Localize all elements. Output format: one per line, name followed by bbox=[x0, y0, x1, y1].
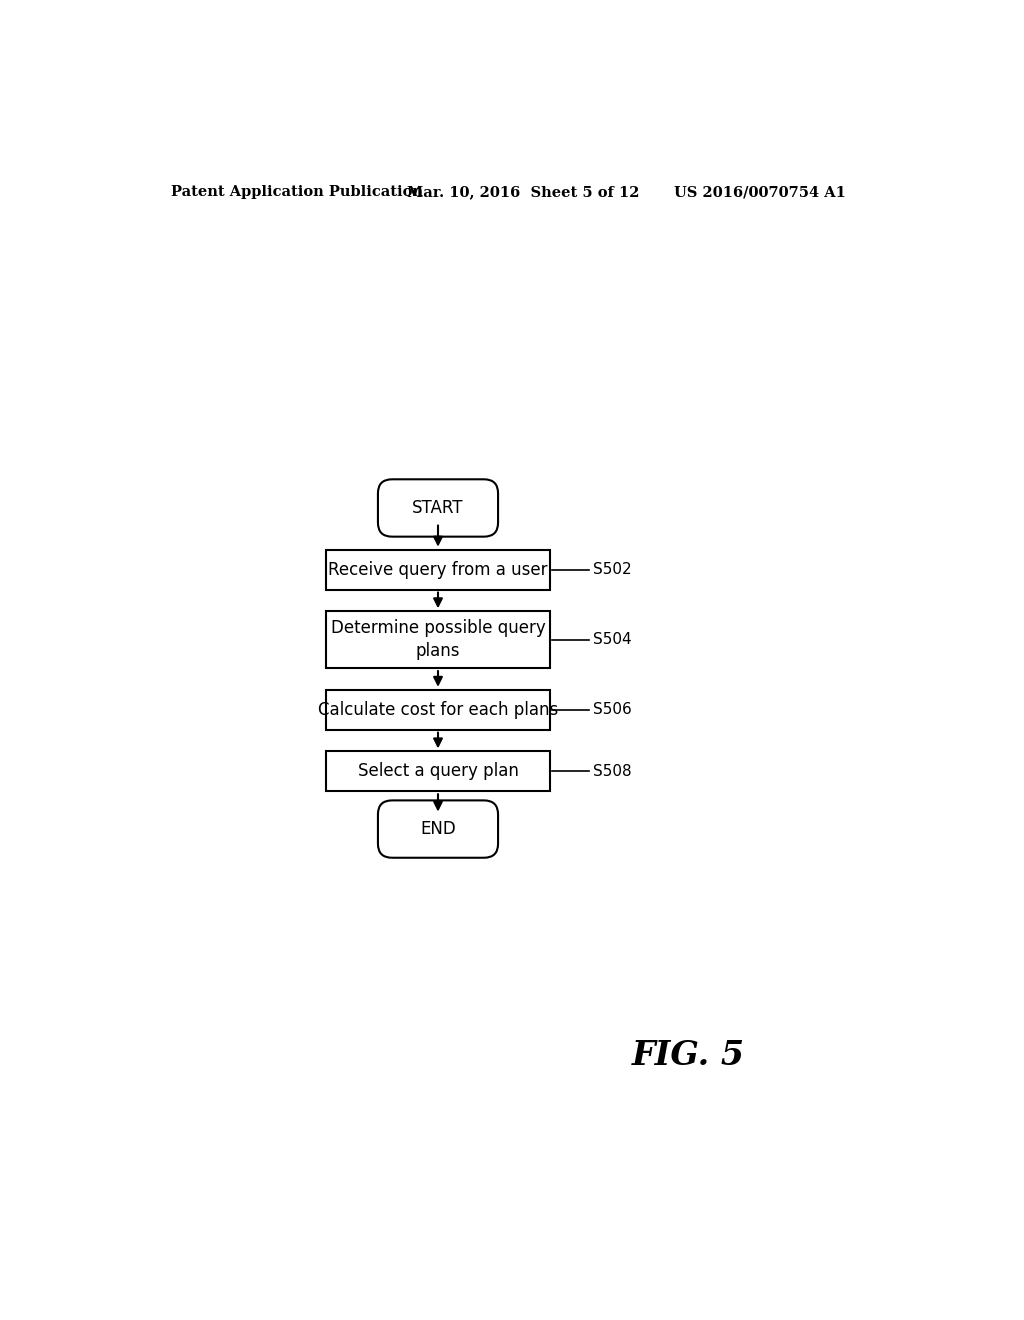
Text: S506: S506 bbox=[593, 702, 632, 717]
Text: Mar. 10, 2016  Sheet 5 of 12: Mar. 10, 2016 Sheet 5 of 12 bbox=[407, 185, 640, 199]
Text: Receive query from a user: Receive query from a user bbox=[329, 561, 548, 578]
Bar bbox=[326, 690, 550, 730]
Text: US 2016/0070754 A1: US 2016/0070754 A1 bbox=[675, 185, 846, 199]
Bar bbox=[326, 549, 550, 590]
Text: Patent Application Publication: Patent Application Publication bbox=[171, 185, 423, 199]
Text: S504: S504 bbox=[593, 632, 632, 647]
Text: START: START bbox=[413, 499, 464, 517]
Text: END: END bbox=[420, 820, 456, 838]
Text: Determine possible query
plans: Determine possible query plans bbox=[331, 619, 546, 660]
FancyBboxPatch shape bbox=[378, 479, 498, 537]
Text: Select a query plan: Select a query plan bbox=[357, 763, 518, 780]
Text: Calculate cost for each plans: Calculate cost for each plans bbox=[317, 701, 558, 718]
Bar bbox=[326, 611, 550, 668]
Text: FIG. 5: FIG. 5 bbox=[632, 1039, 744, 1072]
Bar bbox=[326, 751, 550, 792]
Text: S502: S502 bbox=[593, 562, 632, 577]
FancyBboxPatch shape bbox=[378, 800, 498, 858]
Text: S508: S508 bbox=[593, 764, 632, 779]
